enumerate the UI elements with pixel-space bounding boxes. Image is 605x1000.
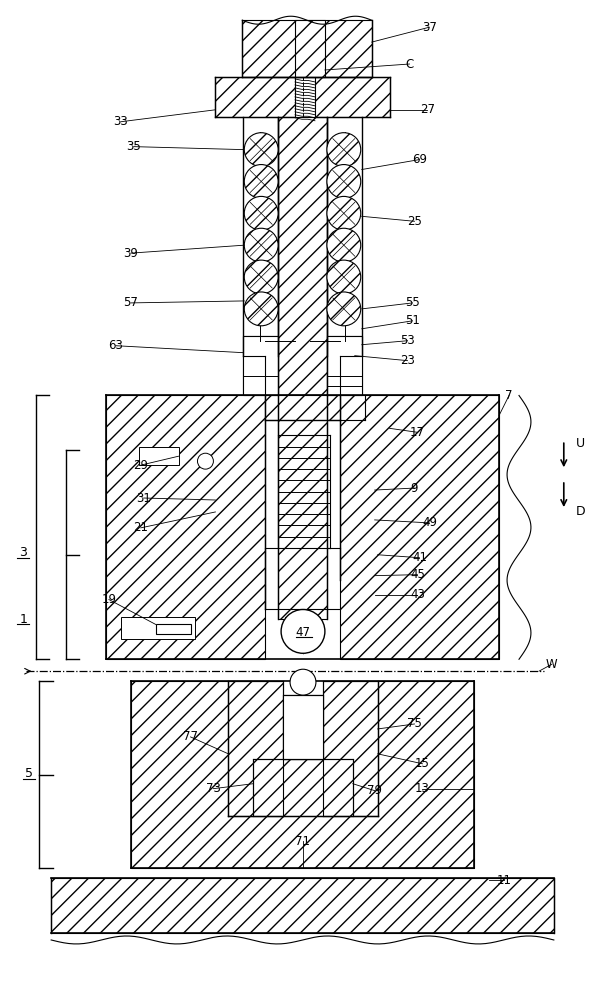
Polygon shape (265, 395, 340, 420)
Bar (278, 435, 330, 548)
Text: 45: 45 (410, 568, 425, 581)
Bar (228, 681, 283, 816)
Text: 35: 35 (126, 140, 141, 153)
Bar (121, 617, 195, 639)
Text: 77: 77 (183, 730, 198, 743)
Text: 3: 3 (19, 546, 27, 559)
Circle shape (281, 609, 325, 653)
Text: 55: 55 (405, 296, 420, 309)
Circle shape (244, 228, 278, 262)
Bar (327, 336, 362, 395)
Text: W: W (546, 658, 558, 671)
Text: 23: 23 (400, 354, 415, 367)
Text: 37: 37 (422, 21, 437, 34)
Text: 71: 71 (295, 835, 310, 848)
Bar (278, 395, 327, 619)
Bar (243, 336, 278, 395)
Circle shape (327, 196, 361, 230)
Bar (228, 681, 378, 816)
Bar (139, 447, 178, 465)
Bar (283, 695, 323, 759)
Bar (51, 878, 554, 933)
Bar (323, 681, 378, 816)
Text: 41: 41 (412, 551, 427, 564)
Text: 27: 27 (420, 103, 435, 116)
Bar (242, 20, 371, 77)
Text: 7: 7 (505, 389, 513, 402)
Circle shape (244, 260, 278, 294)
Circle shape (244, 165, 278, 198)
Circle shape (244, 133, 278, 167)
Text: 25: 25 (407, 215, 422, 228)
Text: C: C (405, 58, 414, 71)
Text: 51: 51 (405, 314, 420, 327)
Text: 13: 13 (415, 782, 430, 795)
Text: 17: 17 (410, 426, 425, 439)
Bar (315, 77, 390, 117)
Text: D: D (576, 505, 586, 518)
Text: 63: 63 (108, 339, 123, 352)
Text: 1: 1 (19, 613, 27, 626)
Text: 33: 33 (114, 115, 128, 128)
Text: 9: 9 (411, 482, 418, 495)
Circle shape (327, 228, 361, 262)
Text: 5: 5 (25, 767, 33, 780)
Circle shape (290, 669, 316, 695)
Text: 75: 75 (407, 717, 422, 730)
Text: U: U (576, 437, 585, 450)
Text: 29: 29 (133, 459, 148, 472)
Circle shape (327, 260, 361, 294)
Text: 47: 47 (295, 626, 310, 639)
Bar (215, 77, 295, 117)
Circle shape (197, 453, 214, 469)
Text: 31: 31 (136, 492, 151, 505)
Text: 49: 49 (422, 516, 437, 529)
Text: 53: 53 (400, 334, 415, 347)
Polygon shape (131, 681, 474, 868)
Bar (295, 20, 325, 77)
Text: 15: 15 (415, 757, 430, 770)
Text: 21: 21 (133, 521, 148, 534)
Text: 79: 79 (367, 784, 382, 797)
Text: 11: 11 (497, 874, 512, 887)
Polygon shape (340, 395, 499, 659)
Circle shape (327, 165, 361, 198)
Bar (278, 117, 327, 395)
Bar (155, 624, 191, 634)
Text: 57: 57 (123, 296, 138, 309)
Bar (253, 759, 353, 816)
Bar (327, 336, 362, 395)
Bar (283, 695, 323, 759)
Circle shape (244, 196, 278, 230)
Text: 43: 43 (410, 588, 425, 601)
Text: 39: 39 (123, 247, 138, 260)
Bar (285, 617, 320, 625)
Circle shape (327, 292, 361, 326)
Text: 69: 69 (412, 153, 427, 166)
Polygon shape (106, 395, 265, 659)
Text: 19: 19 (102, 593, 116, 606)
Bar (243, 336, 278, 395)
Text: 73: 73 (206, 782, 221, 795)
Circle shape (327, 133, 361, 167)
Circle shape (244, 292, 278, 326)
